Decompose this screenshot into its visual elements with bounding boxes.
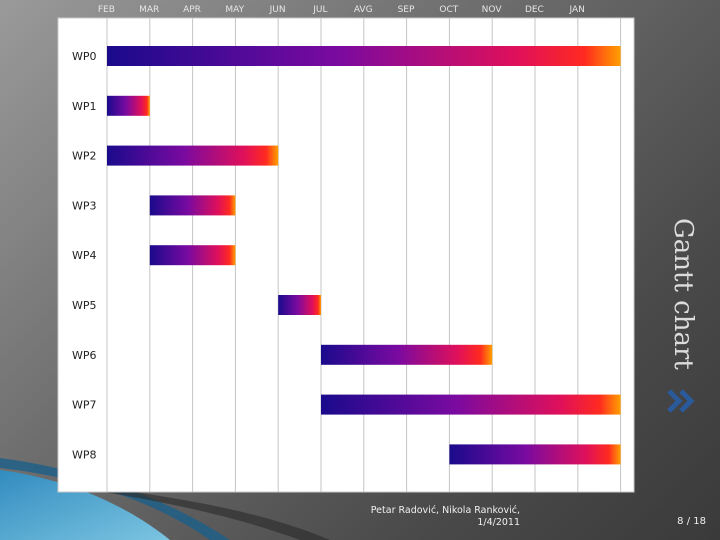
month-tick-label: AVG	[354, 5, 373, 15]
task-label: WP2	[72, 150, 97, 163]
task-bar	[278, 295, 321, 315]
task-bar	[107, 46, 621, 66]
chart-panel	[57, 17, 635, 493]
task-label: WP0	[72, 50, 97, 63]
task-bar	[149, 195, 236, 216]
task-label: WP4	[72, 249, 97, 262]
corner-decoration	[0, 458, 330, 540]
month-axis: FEB MAR APR MAY JUN JUL AVG SEP OCT NOV DEC JAN	[98, 5, 585, 15]
task-label: WP8	[72, 448, 97, 461]
month-tick-label: APR	[183, 5, 201, 15]
page-number: 8 / 18	[677, 516, 706, 527]
task-bar	[321, 394, 621, 415]
footer-date: 1/4/2011	[477, 517, 520, 528]
month-tick-label: MAY	[225, 5, 244, 15]
month-tick-label: SEP	[398, 5, 415, 15]
task-labels: WP0 WP1 WP2 WP3 WP4 WP5 WP6 WP7 WP8	[72, 50, 97, 461]
month-tick-label: JUN	[269, 5, 286, 15]
task-bar	[107, 145, 279, 166]
month-tick-label: JUL	[312, 5, 327, 15]
task-label: WP3	[72, 199, 97, 212]
task-label: WP5	[72, 299, 97, 312]
month-tick-label: MAR	[139, 5, 159, 15]
task-label: WP6	[72, 349, 97, 362]
month-tick-label: FEB	[98, 5, 115, 15]
month-tick-label: JAN	[569, 5, 585, 15]
task-bar	[149, 245, 236, 266]
month-tick-label: OCT	[439, 5, 458, 15]
slide-title: Gantt chart	[668, 218, 698, 370]
footer-author: Petar Radović, Nikola Ranković, 1/4/2011	[360, 505, 520, 529]
task-label: WP1	[72, 100, 97, 113]
month-tick-label: NOV	[482, 5, 503, 15]
task-bar	[321, 344, 493, 365]
footer-author-names: Petar Radović, Nikola Ranković,	[370, 505, 520, 516]
task-bars	[107, 46, 621, 465]
task-bar	[449, 444, 621, 465]
task-bar	[107, 95, 150, 116]
double-chevron-icon	[667, 389, 695, 413]
task-label: WP7	[72, 399, 97, 412]
month-tick-label: DEC	[525, 5, 544, 15]
